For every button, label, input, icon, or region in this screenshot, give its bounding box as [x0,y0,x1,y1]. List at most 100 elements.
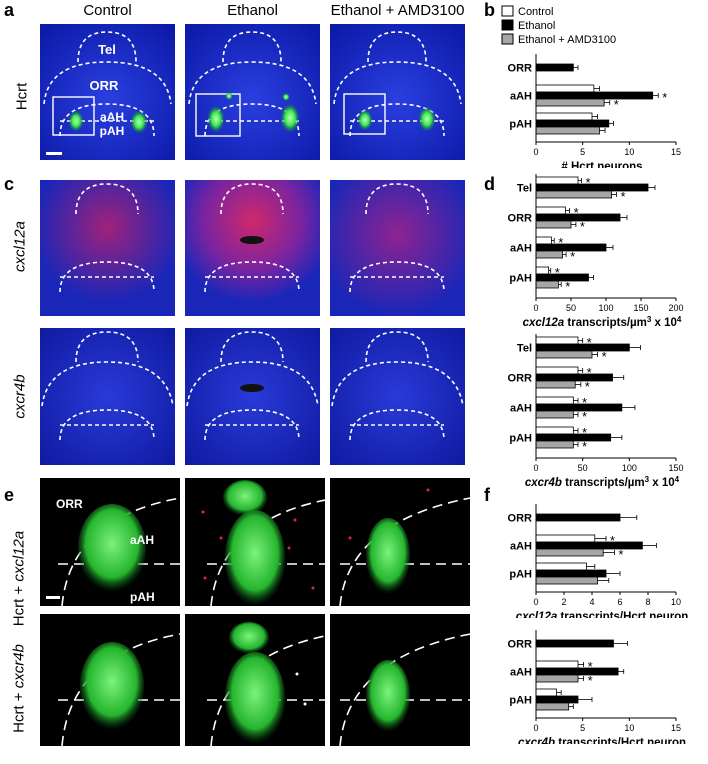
significance-star-d1: * [555,265,560,280]
image-e-cxcr4b-control [40,614,180,746]
bar-d2 [535,343,630,352]
legend-swatch-amd3100 [501,33,514,45]
row-label-hcrt-cxcr4b: Hcrt + cxcr4b [10,644,28,733]
bar-f2 [535,667,619,676]
x-axis-title-d1: cxcl12a transcripts/µm3 x 104 [523,315,682,329]
category-label-d1: pAH [509,273,532,285]
category-label-d2: ORR [508,373,533,385]
significance-star-f2: * [588,673,593,688]
row-label-hcrt: Hcrt [13,82,31,111]
bar-f2 [535,702,570,711]
image-c-cxcr4b-ethanol [185,328,320,465]
x-axis-title-d2: cxcr4b transcripts/µm3 x 104 [525,475,680,489]
bar-d2 [535,396,574,405]
category-label-d1: aAH [510,243,532,255]
panel-letter-b: b [484,0,495,20]
bar-f1 [535,541,643,550]
legend-label-ethanol: Ethanol [518,20,555,32]
bar-d2 [535,350,593,359]
category-label-b: ORR [508,63,533,75]
panel-letter-c: c [4,174,15,194]
significance-star-d2: * [587,335,592,350]
x-tick-label-f1: 0 [533,597,538,607]
significance-star-d2: * [587,365,592,380]
significance-star-d1: * [574,205,579,220]
bar-d2 [535,403,623,412]
x-tick-label-d2: 150 [668,463,683,473]
bar-d2 [535,440,574,449]
x-tick-label-f2: 10 [624,723,634,733]
significance-star-d2: * [582,395,587,410]
category-label-b: pAH [509,119,532,131]
x-tick-label-d1: 200 [668,303,683,313]
category-label-f1: aAH [510,541,532,553]
bar-d1 [535,250,564,259]
image-e-cxcl12a-control: ORR aAH pAH [40,478,180,606]
image-a-ethanol-amd3100 [330,24,465,160]
significance-star-d2: * [602,349,607,364]
region-label-pah: pAH [100,124,125,138]
significance-star-d1: * [565,279,570,294]
x-tick-label-f2: 0 [533,723,538,733]
significance-star-d1: * [580,219,585,234]
chart-f2: ORR aAH ** pAH 0 5 10 15 cxcr4b transcripts/Hcrt… [508,630,686,744]
legend-swatch-control [501,5,514,17]
bar-d1 [535,280,559,289]
panel-letter-d: d [484,174,495,194]
x-tick-label-d2: 100 [622,463,637,473]
x-tick-label-b: 5 [580,147,585,157]
bar-f2 [535,660,579,669]
region-label-orr-e: ORR [56,497,83,511]
significance-star-d2: * [582,409,587,424]
image-e-cxcr4b-ethanol [185,614,325,746]
x-tick-label-d2: 50 [578,463,588,473]
image-e-cxcl12a-ethanol-amd3100 [330,478,470,606]
significance-star-d1: * [558,235,563,250]
x-tick-label-b: 0 [533,147,538,157]
legend-swatch-ethanol [501,19,514,31]
bar-d2 [535,410,574,419]
chart-b: ORR aAH * * pAH 0 5 10 15 # Hcrt neurons [508,54,681,168]
bar-d1 [535,190,612,199]
image-e-cxcr4b-ethanol-amd3100 [330,614,470,746]
bar-d1 [535,213,621,222]
x-tick-label-f1: 6 [617,597,622,607]
category-label-d2: Tel [517,343,532,355]
column-header-control: Control [83,2,132,19]
x-tick-label-b: 10 [624,147,634,157]
x-axis-title-b: # Hcrt neurons [561,161,642,168]
chart-f1: ORR aAH ** pAH 0 2 4 6 8 10 cxcl12a transcripts/Hc… [508,504,688,618]
category-label-f2: pAH [509,695,532,707]
legend-label-amd3100: Ethanol + AMD3100 [518,34,616,46]
legend-label-control: Control [518,6,553,18]
bar-d1 [535,206,566,215]
image-a-control: Tel ORR aAH pAH [40,24,175,160]
significance-star-d2: * [582,439,587,454]
x-tick-label-d2: 0 [533,463,538,473]
significance-star-d2: * [585,379,590,394]
bar-f1 [535,548,604,557]
region-label-orr: ORR [90,78,120,93]
category-label-f1: pAH [509,569,532,581]
legend: Control Ethanol Ethanol + AMD3100 [501,5,616,46]
category-label-f2: ORR [508,639,533,651]
category-label-d2: pAH [509,433,532,445]
region-label-aah: aAH [100,110,124,124]
region-label-pah-e: pAH [130,590,155,604]
x-tick-label-f2: 15 [671,723,681,733]
bar-b [535,98,605,107]
bar-f1 [535,534,596,543]
panel-letter-e: e [4,485,15,505]
bar-d2 [535,426,574,435]
bar-d1 [535,220,572,229]
bar-d1 [535,273,589,282]
bar-d2 [535,366,579,375]
image-c-cxcl12a-control [40,180,175,316]
bar-d1 [535,266,549,275]
bar-d2 [535,433,612,442]
significance-star-f2: * [588,659,593,674]
bar-b [535,84,595,93]
x-tick-label-f1: 8 [645,597,650,607]
significance-star-d2: * [582,425,587,440]
